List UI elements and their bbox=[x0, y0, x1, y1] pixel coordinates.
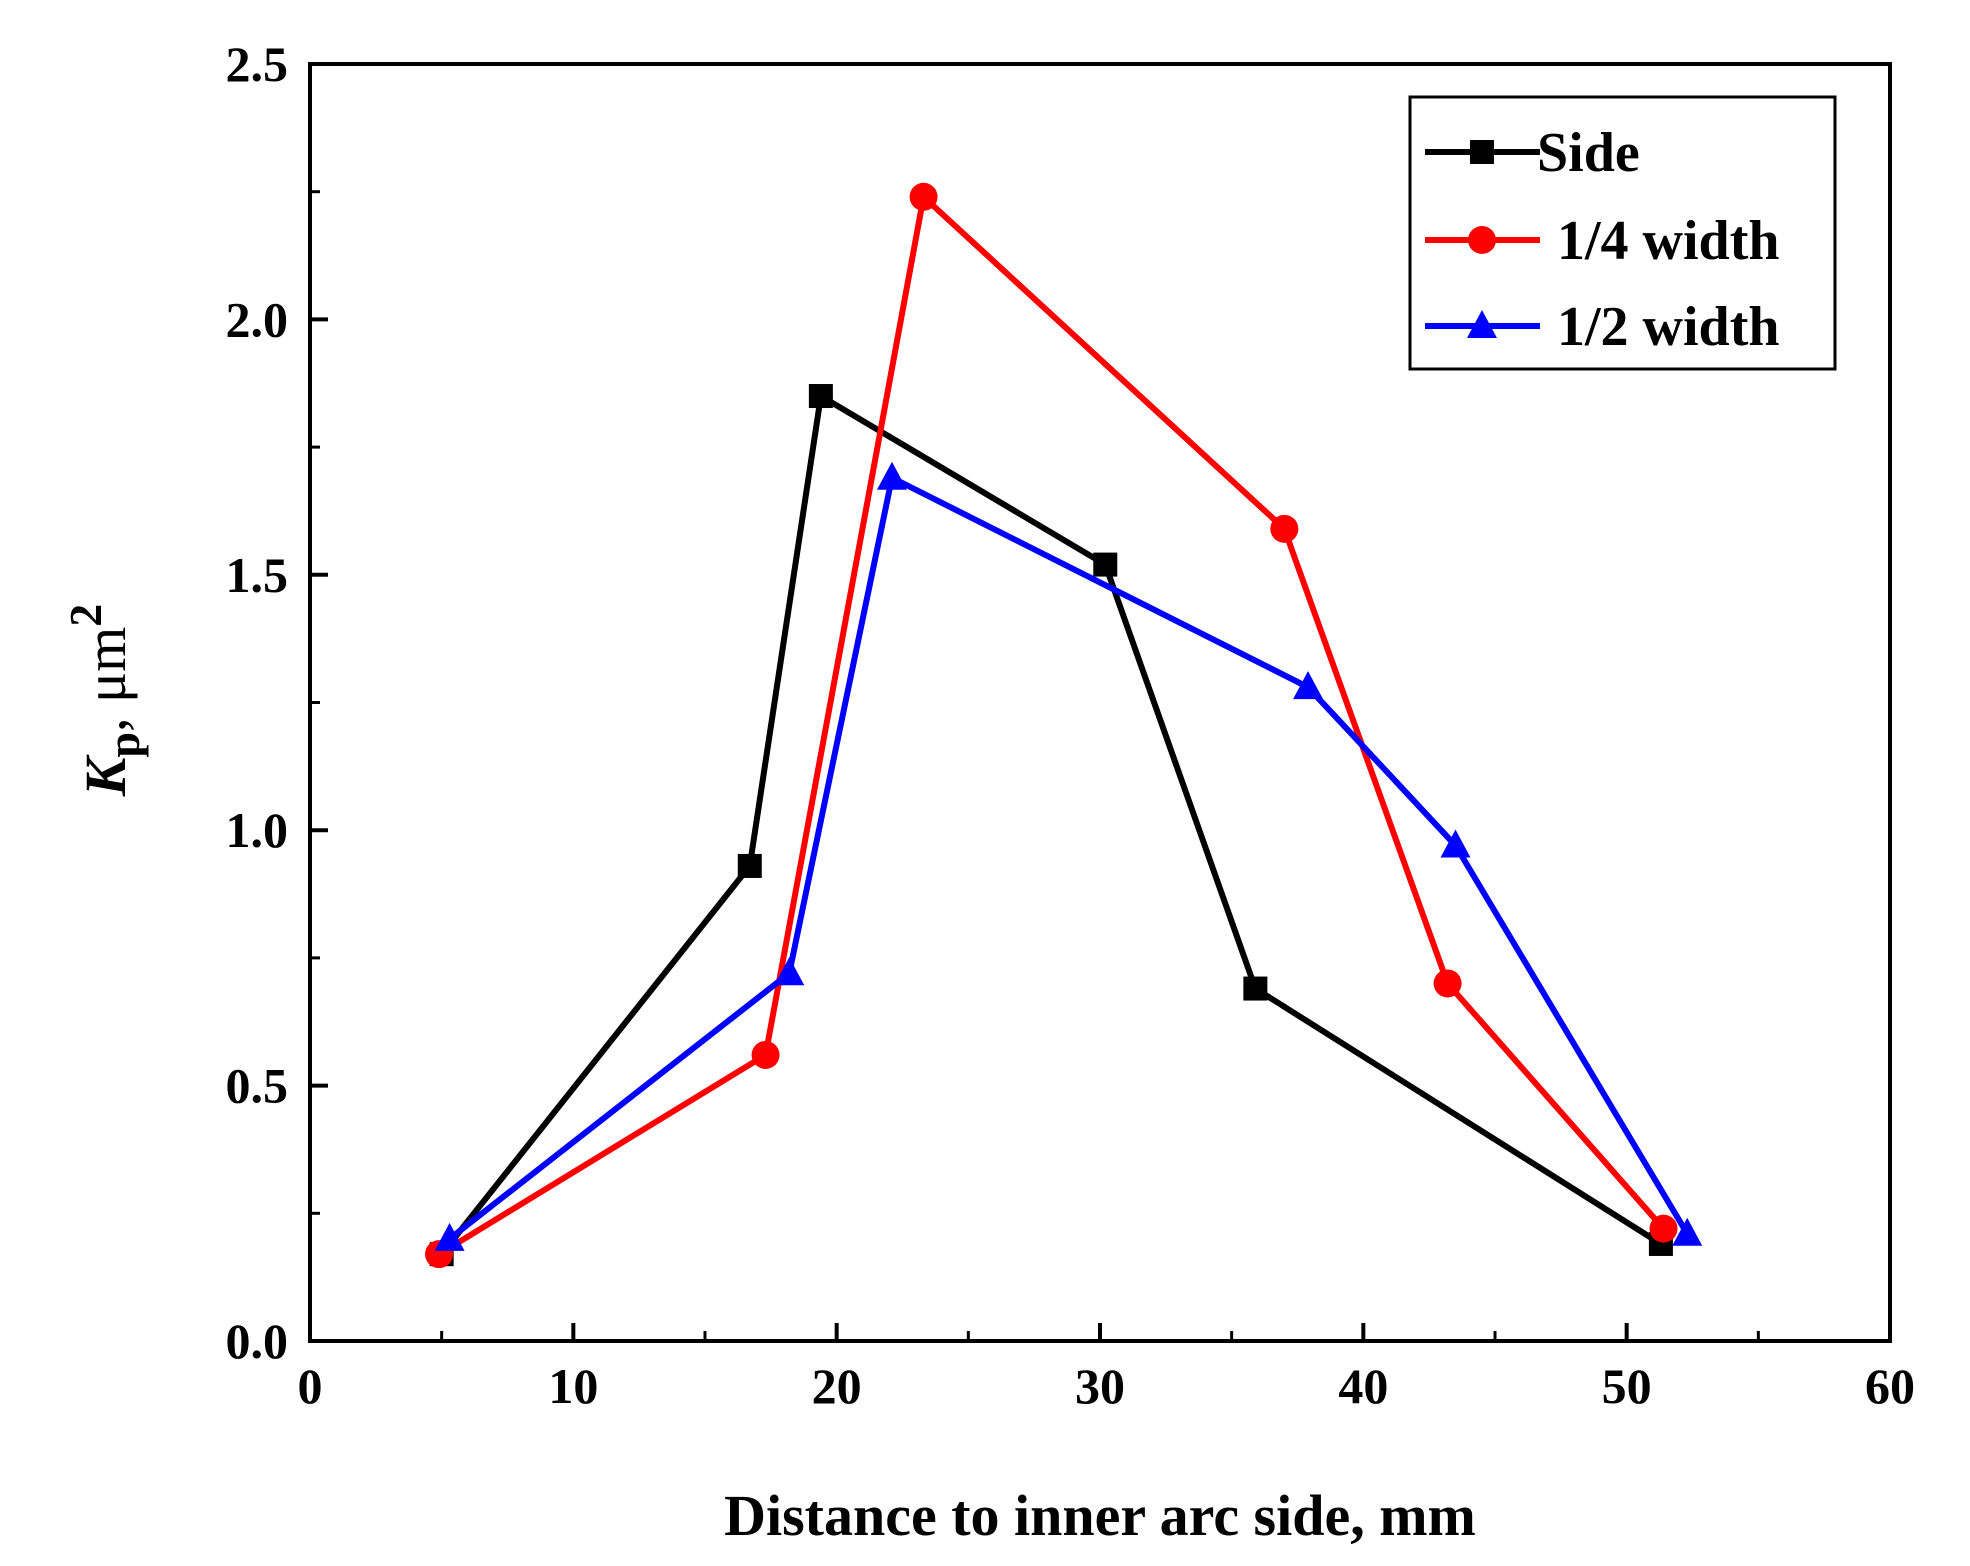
data-point-quarter-width bbox=[909, 182, 938, 211]
y-tick-label: 1.0 bbox=[226, 802, 289, 858]
x-tick-label: 60 bbox=[1865, 1358, 1915, 1414]
data-point-half-width bbox=[774, 957, 805, 986]
legend: Side 1/4 width 1/2 width bbox=[1408, 95, 1837, 371]
series-side bbox=[429, 384, 1673, 1267]
y-axis-title-main: K bbox=[73, 754, 138, 797]
data-point-half-width bbox=[1440, 829, 1471, 858]
y-tick-label: 2.0 bbox=[226, 291, 289, 347]
y-axis-title-unit: , μm bbox=[73, 627, 138, 732]
data-point-side bbox=[1243, 976, 1268, 1001]
x-tick-label: 50 bbox=[1602, 1358, 1652, 1414]
data-point-side bbox=[1093, 552, 1118, 577]
data-point-half-width bbox=[876, 461, 907, 490]
series-quarter-width bbox=[425, 182, 1678, 1269]
data-point-half-width bbox=[434, 1222, 465, 1251]
data-point-quarter-width bbox=[751, 1040, 780, 1069]
legend-label-half-width: 1/2 width bbox=[1557, 296, 1780, 358]
legend-marker-half-width bbox=[1467, 310, 1497, 338]
data-point-half-width bbox=[1672, 1217, 1703, 1246]
y-tick-label: 2.5 bbox=[226, 36, 289, 92]
x-axis-title: Distance to inner arc side, mm bbox=[724, 1483, 1476, 1548]
y-tick-label: 1.5 bbox=[226, 547, 289, 603]
x-tick-label: 40 bbox=[1338, 1358, 1388, 1414]
x-tick-label: 10 bbox=[548, 1358, 598, 1414]
x-tick-label: 30 bbox=[1075, 1358, 1125, 1414]
series-line-side bbox=[439, 393, 1663, 1257]
data-point-half-width bbox=[1293, 671, 1324, 700]
legend-marker-quarter-width bbox=[1468, 226, 1496, 254]
legend-label-quarter-width: 1/4 width bbox=[1557, 210, 1780, 272]
data-point-quarter-width bbox=[1649, 1214, 1678, 1243]
series-half-width bbox=[434, 461, 1703, 1251]
series-line-half-width bbox=[447, 474, 1690, 1242]
y-tick-label: 0.0 bbox=[226, 1313, 289, 1369]
data-point-side bbox=[737, 853, 762, 878]
y-axis-title-superscript: 2 bbox=[60, 604, 111, 627]
y-tick-label: 0.5 bbox=[226, 1058, 289, 1114]
x-tick-label: 20 bbox=[812, 1358, 862, 1414]
y-axis-title-subscript: p bbox=[98, 732, 149, 758]
legend-label-side: Side bbox=[1537, 122, 1640, 184]
data-point-quarter-width bbox=[1270, 514, 1299, 543]
x-tick-label: 0 bbox=[298, 1358, 323, 1414]
legend-marker-side bbox=[1470, 140, 1494, 164]
y-axis-title: Kp, μm2 bbox=[60, 604, 149, 798]
series-line-quarter-width bbox=[437, 193, 1666, 1257]
data-point-side bbox=[808, 384, 833, 409]
data-point-quarter-width bbox=[1433, 969, 1462, 998]
